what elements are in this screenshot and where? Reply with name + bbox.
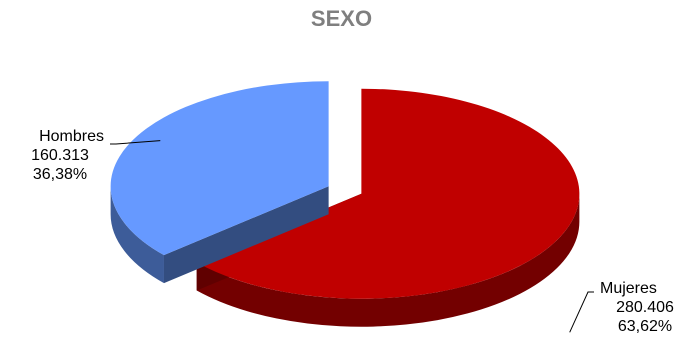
slice-top-hombres: [110, 81, 329, 256]
chart-title: SEXO: [310, 6, 373, 31]
pie-slice-hombres: [110, 81, 329, 284]
labels-layer: Mujeres 280.406 63,62% Hombres 160.313 36,38%: [31, 128, 674, 335]
data-label-mujeres: Mujeres 280.406 63,62%: [569, 280, 674, 335]
slice-label-mujeres: Mujeres: [600, 280, 657, 297]
slices-layer: [110, 81, 580, 327]
slice-wall-hombres: [163, 186, 329, 284]
leader-line-hombres: [110, 140, 161, 145]
slice-top-mujeres: [196, 88, 580, 299]
slice-label-hombres: Hombres: [39, 128, 104, 145]
data-label-hombres: Hombres 160.313 36,38%: [31, 128, 161, 183]
pie-slice-mujeres: [196, 88, 580, 327]
leader-line-mujeres: [569, 291, 594, 333]
slice-value-hombres: 160.313: [31, 147, 89, 164]
slice-percent-mujeres: 63,62%: [618, 318, 672, 335]
slice-percent-hombres: 36,38%: [33, 166, 87, 183]
slice-side-hombres: [110, 186, 164, 284]
slice-value-mujeres: 280.406: [616, 299, 674, 316]
slice-side-mujeres: [196, 193, 580, 327]
